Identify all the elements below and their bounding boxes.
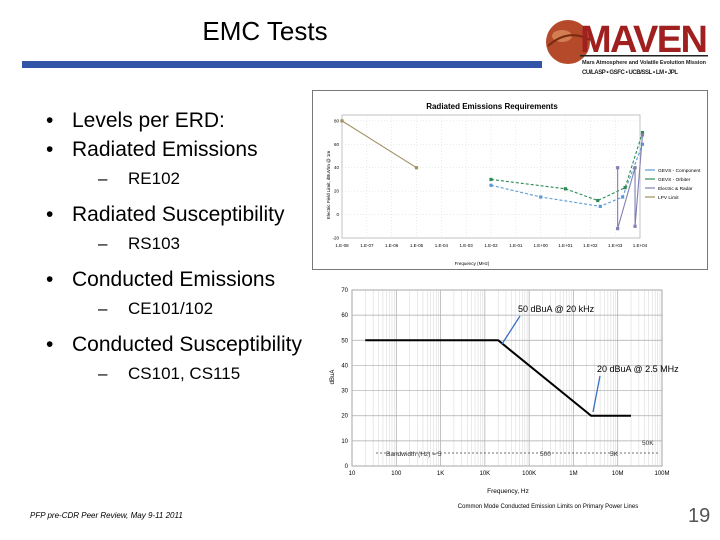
chart2-x-tick: 10K: [480, 471, 491, 477]
chart1-y-tick: 60: [334, 142, 340, 147]
chart1-point: [489, 177, 493, 182]
chart1-x-tick: 1.E-06: [385, 243, 399, 248]
annotation-arrow: [501, 315, 521, 345]
logo-partners: CU/LASP • GSFC • UCB/SSL • LM • JPL: [582, 70, 678, 76]
chart1-point: [616, 166, 620, 170]
chart2-limit-line: [365, 339, 631, 417]
chart1-x-tick: 1.E-03: [460, 243, 474, 248]
chart1-point: [633, 166, 637, 170]
chart1-x-tick: 1.E-04: [435, 243, 449, 248]
chart1-point: [598, 204, 602, 208]
chart1-x-tick: 1.E+00: [533, 243, 548, 248]
chart2-y-tick: 50: [341, 338, 348, 344]
chart1-x-tick: 1.E-08: [335, 243, 349, 248]
chart1-y-tick: 20: [334, 189, 340, 194]
chart2-x-tick: 10M: [612, 471, 624, 477]
chart1-point: [596, 198, 600, 203]
chart1-x-tick: 1.E-07: [360, 243, 374, 248]
bandwidth-value: 500: [540, 451, 551, 458]
chart1-point: [640, 133, 645, 137]
sub-bullet-item: – CS101, CS115: [98, 364, 241, 383]
chart2-y-tick: 10: [341, 439, 348, 445]
chart2-y-tick: 0: [345, 464, 349, 470]
chart1-point: [340, 119, 344, 123]
chart2-y-tick: 70: [341, 288, 348, 294]
annotation-20dbua: 20 dBuA @ 2.5 MHz: [597, 364, 679, 374]
bandwidth-label: Bandwidth (Hz) = 5: [386, 451, 442, 458]
chart1-y-tick: 40: [334, 165, 340, 170]
chart1-point: [489, 183, 493, 187]
chart1-title: Radiated Emissions Requirements: [426, 102, 558, 111]
chart1-point: [616, 227, 620, 231]
chart1-y-tick: 80: [334, 118, 340, 123]
chart1-legend-label: GEVS - Component: [658, 168, 701, 174]
chart1-legend-label: Electric & Radar: [658, 186, 693, 192]
annotation-50dbua: 50 dBuA @ 20 kHz: [518, 304, 595, 314]
chart1-point: [633, 224, 637, 228]
bullet-item: • Levels per ERD:: [46, 109, 225, 132]
chart1-point: [621, 195, 625, 199]
bandwidth-value: 50K: [642, 440, 654, 447]
bullet-item: • Radiated Susceptibility: [46, 203, 285, 226]
chart1-point: [640, 142, 645, 146]
maven-logo: MAVEN Mars Atmosphere and Volatile Evolu…: [546, 19, 708, 76]
chart1-x-tick: 1.E-01: [509, 243, 523, 248]
chart2-x-tick: 100: [391, 471, 402, 477]
chart1-legend-label: LPV Limit: [658, 195, 679, 201]
sub-bullet-item: – RS103: [98, 234, 180, 253]
conducted-emissions-chart: dBuA Frequency, Hz Common Mode Conducted…: [318, 282, 710, 514]
sub-bullet-item: – RE102: [98, 169, 180, 188]
chart1-point: [414, 166, 419, 170]
chart1-xlabel: Frequency (MHz): [455, 261, 490, 266]
slide-footer: PFP pre-CDR Peer Review, May 9-11 2011: [30, 511, 183, 520]
sub-bullet-item: – CE101/102: [98, 299, 214, 318]
annotation-arrow: [592, 375, 601, 413]
chart1-ylabel: Electric Field Limit, dBuV/m @ 1m: [326, 151, 331, 220]
bullet-item: • Conducted Emissions: [46, 268, 276, 291]
chart1-point: [563, 187, 568, 191]
chart1-point: [640, 130, 645, 135]
logo-wordmark: MAVEN: [580, 19, 708, 61]
chart2-y-tick: 60: [341, 313, 348, 319]
bullet-item: • Conducted Susceptibility: [46, 333, 302, 356]
slide-title: EMC Tests: [202, 16, 328, 46]
chart1-x-tick: 1.E+02: [583, 243, 598, 248]
chart2-x-tick: 10: [349, 471, 356, 477]
chart1-legend-label: GEVS - Orbiter: [658, 177, 691, 183]
chart2-ylabel: dBuA: [330, 370, 336, 385]
radiated-emissions-chart: Radiated Emissions Requirements Electric…: [312, 90, 708, 270]
chart2-y-tick: 40: [341, 363, 348, 369]
chart1-x-tick: 1.E+01: [558, 243, 573, 248]
chart1-x-tick: 1.E+03: [608, 243, 623, 248]
chart1-point: [623, 186, 627, 190]
bullet-list: • Levels per ERD: • Radiated Emissions – RE…: [22, 106, 322, 395]
chart2-x-tick: 1M: [569, 471, 577, 477]
chart2-x-tick: 1K: [437, 471, 444, 477]
bandwidth-value: 5K: [610, 451, 619, 458]
chart1-x-tick: 1.E-05: [410, 243, 424, 248]
chart1-x-tick: 1.E-02: [484, 243, 498, 248]
bullet-item: • Radiated Emissions: [46, 138, 258, 161]
page-number: 19: [688, 505, 711, 527]
chart2-x-tick: 100M: [654, 471, 669, 477]
chart1-y-tick: -20: [332, 236, 339, 241]
chart1-point: [539, 195, 543, 199]
chart2-y-tick: 20: [341, 414, 348, 420]
chart1-x-tick: 1.E+04: [633, 243, 648, 248]
title-rule: [22, 61, 542, 68]
chart1-series-line: [490, 132, 644, 202]
chart2-y-tick: 30: [341, 389, 348, 395]
logo-subtitle: Mars Atmosphere and Volatile Evolution M…: [582, 60, 707, 66]
chart2-title: Common Mode Conducted Emission Limits on…: [458, 504, 638, 510]
chart1-series-line: [341, 120, 417, 169]
chart2-xlabel: Frequency, Hz: [487, 488, 529, 495]
chart1-y-tick: 0: [336, 212, 339, 217]
chart2-x-tick: 100K: [522, 471, 536, 477]
